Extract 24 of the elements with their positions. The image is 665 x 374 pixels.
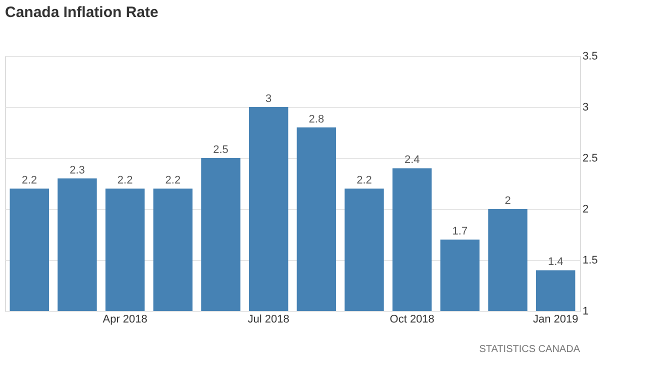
y-tick-label: 2	[582, 204, 589, 216]
x-tick-label: Jan 2019	[532, 314, 578, 326]
x-tick-label: Jul 2018	[248, 314, 290, 326]
data-label: 2.3	[70, 164, 85, 176]
y-tick-label: 3	[582, 102, 589, 114]
y-tick-label: 2.5	[582, 152, 598, 164]
data-label: 2.2	[356, 174, 372, 187]
y-tick-label: 1	[582, 306, 589, 318]
data-label: 2	[504, 195, 511, 207]
y-tick-label: 1.5	[582, 254, 598, 266]
chart-title: Canada Inflation Rate	[5, 4, 158, 21]
data-label: 2.2	[165, 174, 181, 187]
data-label: 3	[266, 93, 272, 105]
data-label: 1.4	[548, 256, 564, 268]
data-label: 2.8	[308, 113, 324, 126]
x-tick-label: Apr 2018	[102, 314, 148, 326]
data-label: 2.5	[213, 144, 228, 156]
text: STATISTICS CANADA	[479, 344, 580, 355]
data-label: 2.2	[22, 174, 38, 187]
y-tick-label: 3.5	[582, 50, 598, 62]
data-label: 2.2	[117, 174, 133, 187]
data-label: 2.4	[404, 154, 420, 166]
data-label: 1.7	[452, 226, 468, 238]
x-tick-label: Oct 2018	[390, 314, 434, 326]
